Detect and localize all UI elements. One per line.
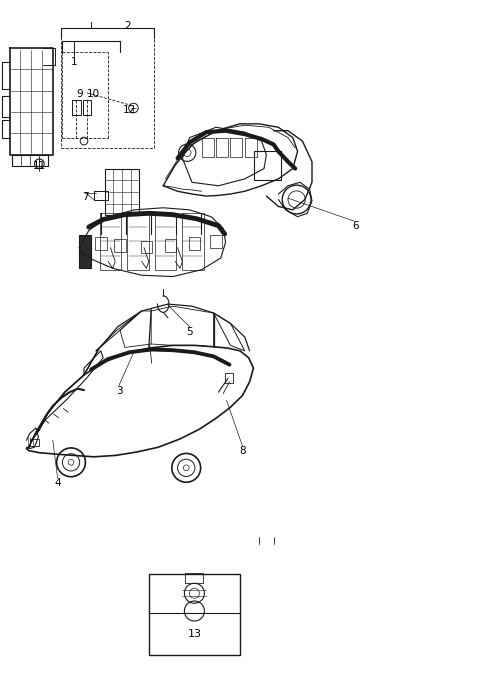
Text: 10: 10 <box>87 89 100 99</box>
Text: 9: 9 <box>76 89 83 99</box>
Bar <box>165 239 176 252</box>
Bar <box>83 100 91 115</box>
Bar <box>72 100 81 115</box>
Bar <box>79 235 91 268</box>
Text: 2: 2 <box>124 21 131 31</box>
Text: 13: 13 <box>187 629 202 639</box>
Text: 7: 7 <box>82 192 89 202</box>
Text: 1: 1 <box>71 57 78 67</box>
Bar <box>225 373 233 383</box>
Bar <box>149 574 240 655</box>
Bar <box>189 237 200 250</box>
Bar <box>95 237 107 250</box>
Bar <box>185 573 204 583</box>
Bar <box>141 241 152 253</box>
Text: 3: 3 <box>116 386 122 396</box>
Text: 8: 8 <box>239 446 246 455</box>
Bar <box>254 151 281 180</box>
Bar <box>114 239 126 252</box>
Bar <box>30 439 39 446</box>
Bar <box>210 235 222 248</box>
Bar <box>105 169 139 215</box>
Text: 11: 11 <box>33 162 46 171</box>
Text: 12: 12 <box>123 105 136 115</box>
Text: 5: 5 <box>186 327 193 336</box>
Text: 6: 6 <box>352 221 359 230</box>
Text: 4: 4 <box>54 478 61 488</box>
